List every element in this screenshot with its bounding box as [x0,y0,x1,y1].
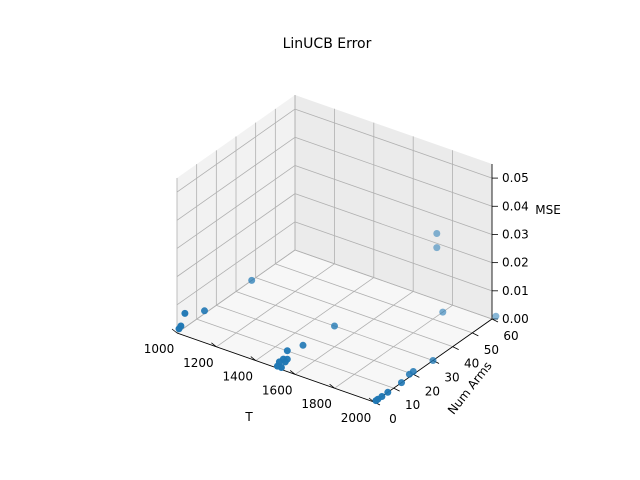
x-tick-mark [289,370,296,375]
data-point [201,307,208,315]
x-axis-label: T [244,410,253,424]
y-tick-label: 50 [484,343,499,357]
data-point [433,244,441,252]
data-point [429,357,437,364]
data-point [439,308,447,316]
data-point [281,358,289,366]
x-axis-ticks: 1000 1200 1400 1600 1800 2000 [144,328,375,425]
grid-line [294,165,493,235]
scatter-points [175,230,500,405]
z-tick-label: 0.04 [502,199,529,213]
grid-line [255,277,453,348]
y-tick-mark [472,332,479,337]
z-axis-label: MSE [535,203,561,217]
y-tick-label: 10 [405,398,420,412]
y-tick-label: 40 [464,357,479,371]
x-tick-mark [211,342,217,348]
x-tick-label: 1200 [183,356,214,370]
grid-line [294,221,493,292]
data-point [283,347,291,355]
grid-line [176,108,296,193]
data-point [277,364,285,371]
x-tick-mark [329,383,335,389]
data-point [372,397,380,405]
z-tick-label: 0.05 [502,171,529,185]
grid-line [294,193,493,264]
x-tick-label: 1800 [301,397,332,411]
z-axis-ticks: 0.00 0.01 0.02 0.03 0.04 0.05 [492,171,529,326]
grid-line [176,193,296,277]
grid-line [294,136,493,207]
x-tick-mark [171,328,178,334]
x-tick-label: 1600 [262,383,293,397]
data-point [384,388,392,396]
grid-line [275,263,473,334]
z-tick-label: 0.00 [502,312,529,326]
grid-line [176,221,296,306]
y-tick-mark [491,318,499,323]
data-point [433,230,441,237]
data-point [398,379,405,387]
data-point [175,325,183,333]
z-tick-label: 0.01 [502,284,529,298]
chart-title: LinUCB Error [283,36,372,52]
x-tick-label: 1400 [223,370,254,384]
data-point [492,312,500,320]
data-point [405,370,413,378]
y-tick-label: 30 [444,371,459,385]
x-tick-mark [250,356,257,361]
z-tick-label: 0.03 [502,227,529,241]
y-tick-label: 20 [425,384,440,398]
y-axis-ticks: 0 10 20 30 40 50 60 [373,318,519,426]
y-tick-label: 0 [389,412,397,426]
y-tick-mark [452,346,459,351]
back-pane [295,95,492,319]
grid-line [176,136,296,221]
grid-line [294,108,493,179]
x-tick-label: 1000 [144,342,175,356]
grid-line [216,304,414,375]
data-point [248,276,256,284]
data-point [331,322,338,330]
x-tick-label: 2000 [341,411,372,425]
data-point [181,309,189,317]
z-tick-label: 0.02 [502,256,529,270]
grid-line [176,165,296,249]
grid-line [196,318,394,389]
grid-line [294,249,493,320]
data-point [299,341,307,349]
y-tick-mark [393,387,400,392]
grid-line [176,249,296,334]
y-tick-label: 60 [503,329,518,343]
